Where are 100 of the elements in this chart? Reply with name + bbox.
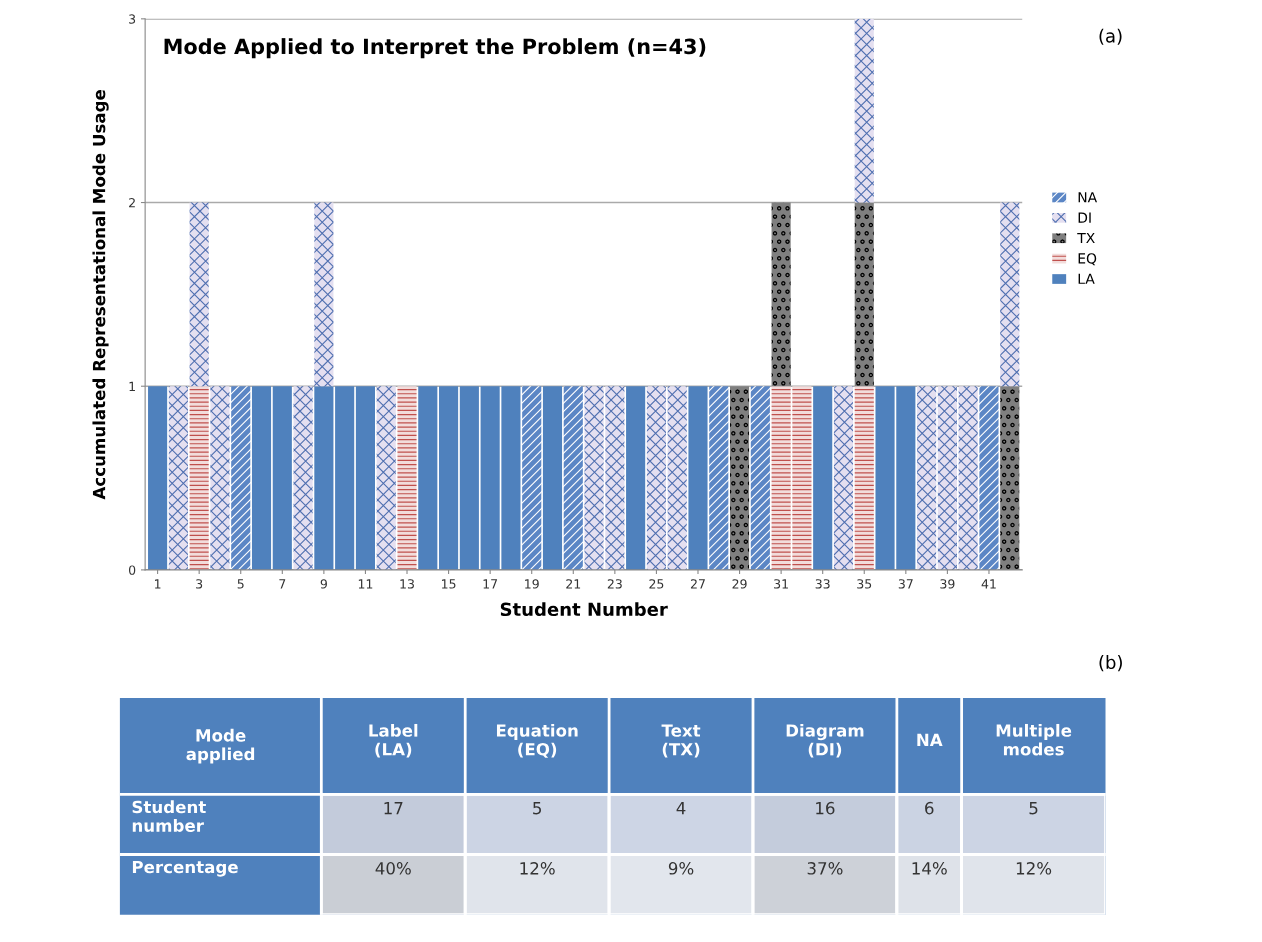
bar [210, 386, 230, 570]
x-tick-label: Multiple modes [996, 723, 1072, 756]
bar [189, 386, 209, 570]
x-tick-label: 17 [483, 579, 498, 589]
data-label: 40% [375, 862, 411, 875]
x-tick-label: 27 [690, 579, 705, 589]
x-axis-title: Student Number [500, 602, 668, 617]
x-tick-label: 15 [442, 579, 456, 589]
text: (b) [1099, 655, 1122, 672]
bar [148, 386, 168, 570]
bar [542, 386, 563, 570]
bar [459, 386, 479, 570]
data-label: 9% [668, 862, 694, 875]
bar [397, 386, 417, 570]
x-axis-title: Mode applied [186, 728, 255, 764]
bar [854, 202, 874, 387]
bar [522, 386, 542, 570]
legend-label: TX [1077, 232, 1095, 244]
bar [626, 386, 646, 570]
x-tick-label: 13 [400, 579, 414, 589]
data-label: 6 [925, 801, 934, 815]
bar [439, 386, 459, 570]
bar [418, 386, 438, 570]
bar [709, 386, 729, 570]
bar [1000, 386, 1020, 570]
legend-label: NA [1078, 192, 1098, 203]
bar [813, 386, 833, 570]
bar [251, 386, 272, 570]
bar [771, 386, 791, 570]
x-tick-label: NA [917, 733, 943, 746]
y-tick-label: Student number [132, 800, 206, 832]
bar [168, 386, 188, 570]
data-label: 37% [807, 862, 843, 875]
x-tick-label: 7 [279, 579, 286, 589]
bar [1000, 202, 1020, 387]
legend-label: EQ [1078, 253, 1097, 266]
bar [584, 386, 604, 570]
y-tick-label: 3 [129, 14, 136, 24]
bar [937, 386, 957, 570]
x-tick-label: 39 [940, 579, 955, 589]
bar [605, 386, 625, 570]
bar [189, 202, 209, 387]
legend-label: LA [1078, 273, 1095, 284]
y-axis-title: Accumulated Representational Mode Usage [92, 89, 109, 500]
bar [979, 386, 999, 570]
x-tick-label: 1 [155, 579, 161, 589]
bar [314, 202, 334, 387]
bar [376, 386, 396, 570]
data-label: 12% [1016, 862, 1052, 875]
y-tick-label: 2 [129, 198, 135, 208]
bar [667, 386, 687, 570]
bar [958, 386, 978, 570]
x-tick-label: 23 [607, 579, 622, 589]
x-tick-label: 31 [774, 579, 788, 589]
bar [750, 386, 770, 570]
x-tick-label: Text (TX) [661, 724, 701, 758]
x-tick-label: 37 [898, 579, 913, 589]
bar [314, 386, 334, 570]
y-tick-label: 1 [129, 381, 135, 391]
data-label: 5 [533, 802, 542, 815]
data-label: 17 [384, 802, 403, 815]
bar [355, 386, 375, 570]
data-label: 14% [912, 862, 947, 875]
bar [688, 386, 708, 570]
x-tick-label: 41 [981, 579, 996, 589]
bar [854, 18, 874, 203]
bar [293, 386, 313, 570]
text: Mode Applied to Interpret the Problem (n=43) [164, 38, 706, 59]
x-tick-label: 25 [649, 579, 664, 589]
x-tick-label: 11 [358, 579, 373, 589]
x-tick-label: 3 [196, 579, 203, 589]
bar [771, 202, 791, 387]
legend-label: DI [1078, 212, 1091, 223]
bar [563, 386, 583, 570]
x-tick-label: 21 [566, 579, 581, 589]
x-tick-label: Label (LA) [369, 723, 418, 758]
x-tick-label: 19 [525, 579, 539, 589]
data-label: 16 [816, 801, 835, 815]
bar [335, 386, 355, 570]
x-tick-label: 29 [732, 579, 747, 589]
x-tick-label: 9 [320, 579, 327, 589]
x-tick-label: Diagram (DI) [786, 723, 864, 758]
data-label: 4 [676, 802, 686, 815]
data-label: 5 [1029, 802, 1038, 815]
x-tick-label: 35 [857, 579, 872, 589]
x-tick-label: 5 [237, 579, 244, 589]
bar [917, 386, 937, 570]
bar [231, 386, 251, 570]
bar [646, 386, 666, 570]
bar [730, 386, 750, 570]
x-tick-label: Equation (EQ) [496, 723, 578, 758]
y-tick-label: 0 [128, 565, 136, 575]
bar [272, 386, 292, 570]
data-label: 12% [520, 862, 555, 875]
x-tick-label: 33 [815, 579, 830, 589]
bar [854, 386, 874, 570]
text: (a) [1099, 28, 1122, 45]
y-tick-label: Percentage [132, 860, 238, 877]
bar [833, 386, 854, 570]
bar [792, 386, 812, 570]
